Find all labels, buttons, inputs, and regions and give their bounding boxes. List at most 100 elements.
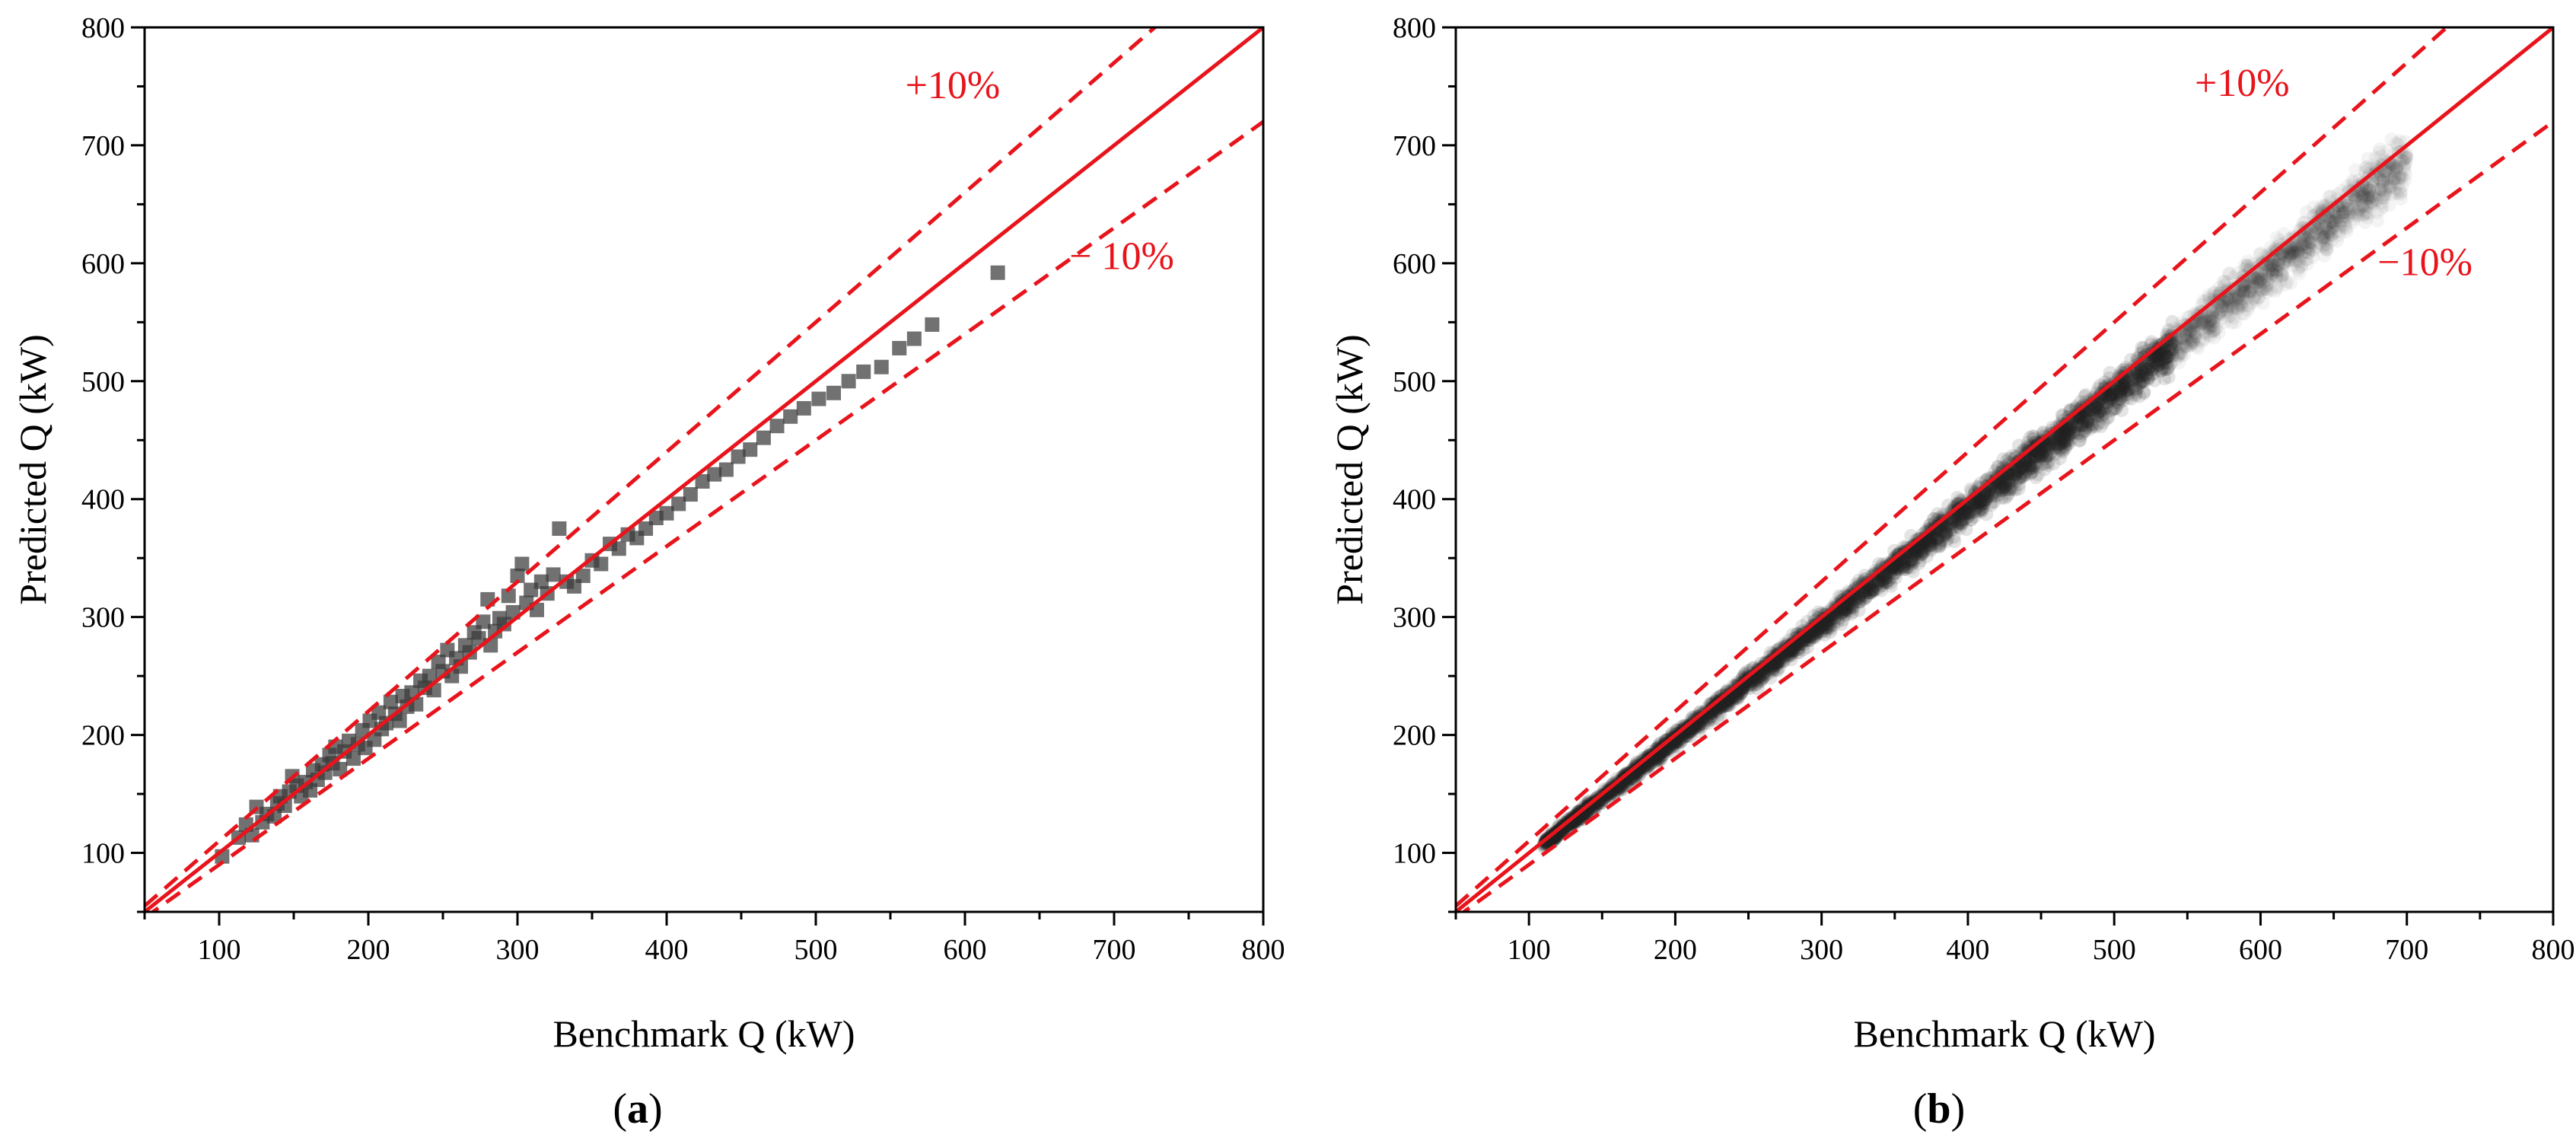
data-point xyxy=(1796,633,1810,648)
data-point xyxy=(2348,193,2363,207)
data-point xyxy=(2135,374,2149,388)
data-point xyxy=(2099,412,2113,426)
data-point xyxy=(2182,326,2196,340)
data-point xyxy=(2399,167,2413,181)
data-point xyxy=(2130,370,2145,384)
data-point xyxy=(1974,505,1989,519)
data-point xyxy=(2121,372,2135,387)
data-point xyxy=(2399,150,2413,164)
data-point xyxy=(1823,625,1837,639)
data-point xyxy=(2155,352,2170,367)
data-point xyxy=(2113,384,2128,399)
data-point xyxy=(1950,517,1965,531)
data-point xyxy=(2360,160,2374,174)
data-point xyxy=(2048,447,2062,461)
data-point xyxy=(2265,257,2279,272)
data-point xyxy=(2166,339,2180,354)
data-point xyxy=(2136,374,2151,389)
y-tick-label: 300 xyxy=(81,602,125,634)
data-point xyxy=(1956,505,1970,520)
data-point xyxy=(2061,427,2075,441)
data-point xyxy=(1862,585,1877,600)
data-point xyxy=(2095,409,2110,424)
data-point xyxy=(1906,548,1921,562)
data-point xyxy=(1955,516,1969,531)
data-point xyxy=(1769,663,1784,677)
data-point xyxy=(2008,483,2023,497)
data-point xyxy=(2242,299,2256,314)
data-point xyxy=(1950,519,1965,534)
x-tick-label: 800 xyxy=(1242,934,1285,966)
data-point xyxy=(841,374,856,389)
data-point xyxy=(1947,534,1962,549)
data-point xyxy=(1933,536,1947,550)
data-point xyxy=(1673,735,1687,749)
data-point xyxy=(2262,264,2276,279)
data-point xyxy=(1653,750,1667,764)
data-point xyxy=(1995,479,2009,493)
data-point xyxy=(2288,241,2303,256)
data-point xyxy=(1859,589,1874,604)
data-point xyxy=(1964,512,1979,527)
panel-label: (b) xyxy=(1913,1085,1965,1133)
data-point xyxy=(2173,346,2188,360)
data-point xyxy=(718,462,734,477)
data-point xyxy=(1654,749,1668,763)
data-point xyxy=(1879,561,1893,575)
data-point xyxy=(1984,498,1998,512)
data-point xyxy=(2221,295,2235,310)
data-point xyxy=(1750,677,1764,691)
data-point xyxy=(1945,522,1960,537)
data-point xyxy=(2132,351,2146,365)
data-point xyxy=(2234,292,2248,307)
data-point xyxy=(2043,441,2057,456)
data-point xyxy=(2291,241,2305,256)
data-point xyxy=(1852,594,1867,609)
data-point xyxy=(1861,582,1876,596)
data-point xyxy=(2030,446,2045,460)
data-point xyxy=(2250,272,2264,286)
data-point xyxy=(1950,510,1964,524)
data-point xyxy=(2058,425,2072,439)
data-point xyxy=(2125,372,2139,387)
data-point xyxy=(1594,796,1609,811)
data-point xyxy=(2362,206,2377,221)
data-point xyxy=(2135,362,2149,376)
data-point xyxy=(1820,621,1834,636)
data-point xyxy=(1896,559,1911,574)
data-point xyxy=(2332,219,2347,234)
data-point xyxy=(2011,438,2026,453)
data-point xyxy=(2138,368,2152,383)
data-point xyxy=(1878,572,1893,586)
data-point xyxy=(2097,399,2112,413)
data-point xyxy=(2267,263,2281,277)
data-point xyxy=(2022,459,2036,473)
data-point xyxy=(2272,253,2286,267)
data-point xyxy=(2002,483,2017,497)
data-point xyxy=(2384,172,2399,186)
data-point xyxy=(1941,517,1955,531)
data-point xyxy=(1972,504,1986,518)
data-point xyxy=(2274,263,2288,277)
data-point xyxy=(2074,418,2089,432)
data-point xyxy=(1701,706,1715,720)
data-point xyxy=(2335,221,2349,235)
data-point xyxy=(2049,441,2063,455)
data-point xyxy=(1973,495,1987,509)
data-point xyxy=(2302,234,2316,249)
data-point xyxy=(2358,191,2372,206)
data-point xyxy=(2187,332,2202,346)
data-point xyxy=(1967,509,1982,524)
data-point xyxy=(2348,199,2362,214)
data-point xyxy=(1734,685,1749,699)
data-point xyxy=(1845,605,1860,620)
data-point xyxy=(2210,295,2224,309)
data-point xyxy=(1866,583,1880,597)
data-point xyxy=(2395,178,2409,193)
data-point xyxy=(2022,458,2036,473)
data-point xyxy=(1973,498,1988,512)
data-point xyxy=(2030,448,2044,463)
data-point xyxy=(2297,232,2311,247)
data-point xyxy=(1670,729,1685,744)
data-point xyxy=(2375,191,2390,206)
